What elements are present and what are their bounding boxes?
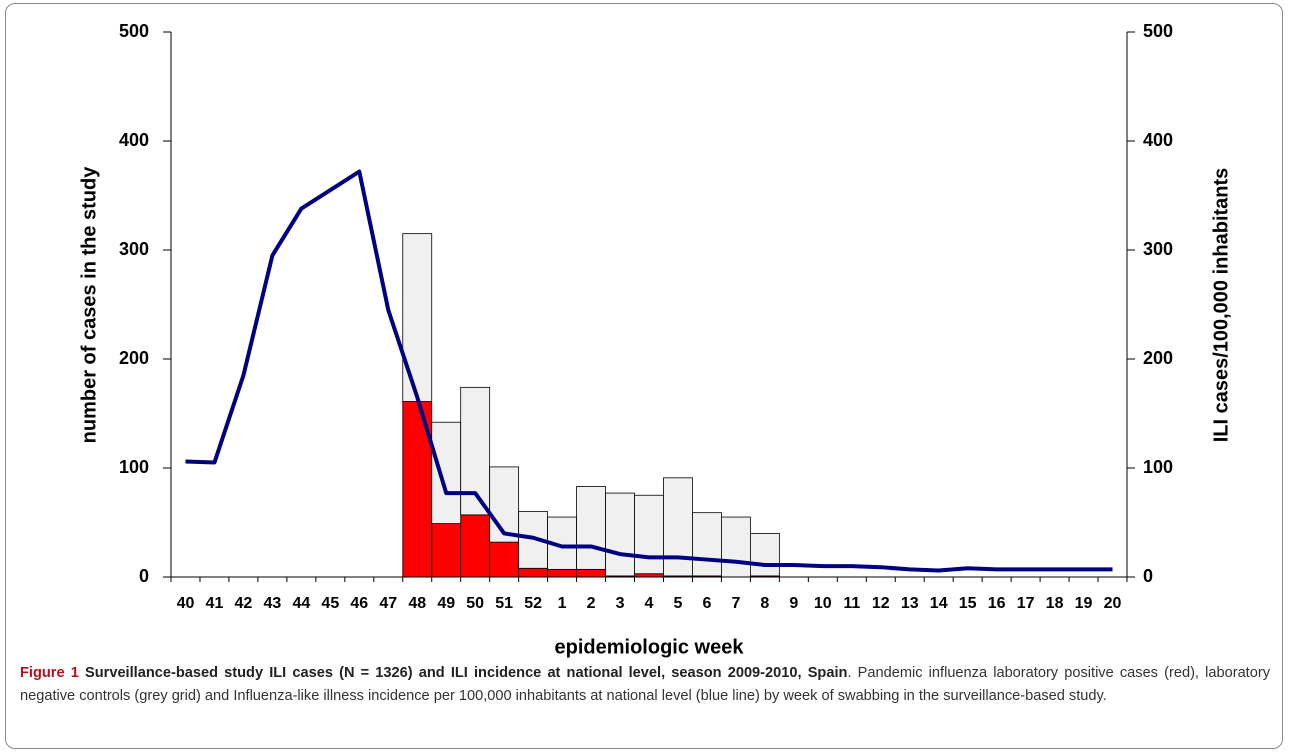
y-tick-label: 200: [119, 348, 149, 368]
x-tick-label: 51: [495, 595, 513, 612]
bar: [692, 512, 722, 577]
x-tick-label: 1: [558, 595, 567, 612]
y2-axis-title: ILI cases/100,000 inhabitants: [1210, 168, 1232, 443]
x-tick-label: 42: [235, 595, 253, 612]
y2-tick-label: 100: [1143, 457, 1173, 477]
caption-label: Figure 1: [20, 665, 79, 681]
x-tick-label: 13: [901, 595, 919, 612]
x-tick-label: 9: [789, 595, 798, 612]
x-tick-label: 6: [702, 595, 711, 612]
x-tick-label: 18: [1046, 595, 1064, 612]
bar: [576, 568, 606, 578]
bar: [431, 421, 462, 524]
x-tick-label: 2: [587, 595, 596, 612]
x-tick-label: 8: [760, 595, 769, 612]
x-tick-label: 12: [872, 595, 890, 612]
caption: Figure 1 Surveillance-based study ILI ca…: [20, 662, 1270, 708]
x-tick-label: 45: [321, 595, 339, 612]
x-tick-label: 47: [379, 595, 397, 612]
chart: number of cases in the study ILI cases/1…: [78, 21, 1232, 659]
y2-tick-label: 500: [1143, 21, 1173, 41]
x-tick-label: 7: [731, 595, 740, 612]
x-tick-label: 20: [1104, 595, 1122, 612]
x-tick-label: 5: [674, 595, 683, 612]
x-tick-label: 44: [292, 595, 310, 612]
bar: [402, 233, 433, 402]
y2-tick-label: 0: [1143, 566, 1153, 586]
caption-title: Surveillance-based study ILI cases (N = …: [85, 665, 848, 681]
y-tick-label: 400: [119, 130, 149, 150]
x-tick-label: 41: [206, 595, 224, 612]
x-tick-label: 48: [408, 595, 426, 612]
bar: [431, 523, 462, 578]
x-tick-label: 49: [437, 595, 455, 612]
x-tick-label: 10: [814, 595, 832, 612]
x-tick-label: 46: [350, 595, 368, 612]
x-tick-label: 14: [930, 595, 948, 612]
x-tick-label: 52: [524, 595, 542, 612]
bar: [663, 477, 693, 577]
y-tick-label: 300: [119, 239, 149, 259]
x-tick-label: 19: [1075, 595, 1093, 612]
x-tick-label: 3: [616, 595, 625, 612]
bar: [489, 541, 520, 578]
y2-tick-label: 200: [1143, 348, 1173, 368]
caption-text: . Pandemic influenza laboratory positive…: [20, 665, 1271, 704]
x-tick-label: 40: [177, 595, 195, 612]
x-tick-label: 43: [263, 595, 281, 612]
bar: [489, 466, 520, 543]
x-tick-label: 17: [1017, 595, 1035, 612]
x-tick-label: 11: [843, 595, 860, 612]
y-tick-label: 500: [119, 21, 149, 41]
y-axis-title: number of cases in the study: [78, 166, 100, 444]
y-tick-label: 100: [119, 457, 149, 477]
bar: [721, 516, 751, 578]
bar: [576, 486, 606, 570]
x-tick-label: 15: [959, 595, 977, 612]
line: [185, 169, 1113, 573]
bar: [634, 494, 664, 575]
bar: [605, 492, 635, 577]
frame: [5, 3, 1283, 749]
x-tick-label: 16: [988, 595, 1006, 612]
bar: [460, 514, 491, 578]
bar: [518, 567, 549, 578]
y2-tick-label: 400: [1143, 130, 1173, 150]
bar: [749, 533, 780, 577]
y-tick-label: 0: [139, 566, 149, 586]
x-tick-label: 50: [466, 595, 484, 612]
y2-tick-label: 300: [1143, 239, 1173, 259]
x-axis-title: epidemiologic week: [555, 636, 745, 658]
x-tick-label: 4: [645, 595, 654, 612]
bar: [547, 568, 577, 578]
